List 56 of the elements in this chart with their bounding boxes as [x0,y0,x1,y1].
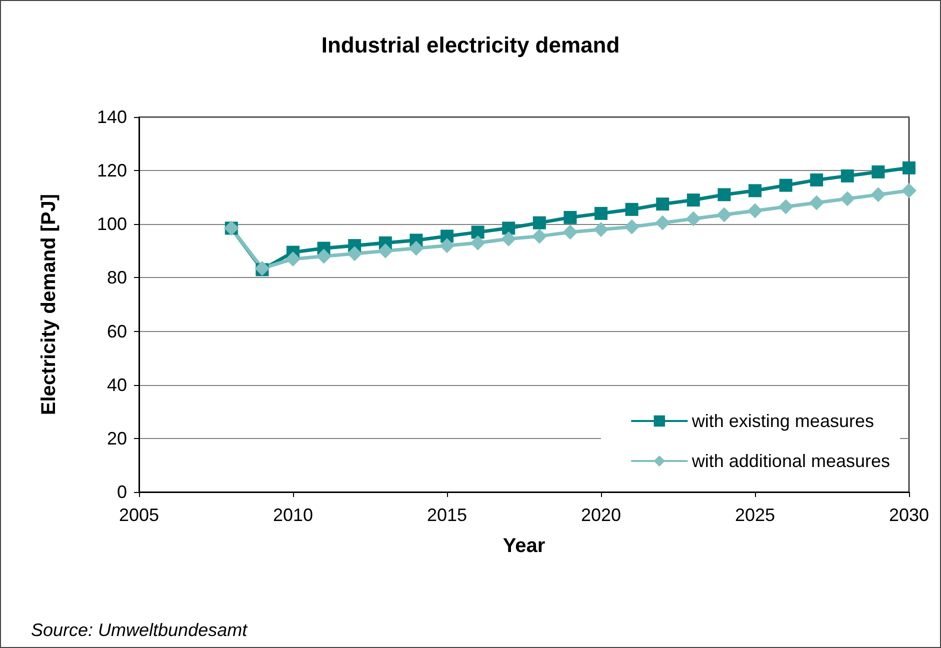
point [532,228,547,244]
point [316,248,332,264]
point [902,183,916,198]
x-tick-label: 2025 [734,505,776,525]
point [471,226,484,239]
point [870,187,886,202]
y-tick-label: 60 [106,321,127,342]
chart-title: Industrial electricity demand [321,32,620,58]
y-tick-label: 40 [106,374,127,395]
point [686,194,700,207]
point [716,207,732,222]
point [408,240,424,256]
point [594,222,608,237]
point [902,161,916,174]
point [840,169,854,182]
point [378,243,393,258]
point [347,246,362,262]
x-tick-label: 2005 [118,505,160,525]
point [809,195,824,210]
point [594,206,608,220]
y-tick-label: 120 [96,160,127,181]
x-tick-label: 2010 [272,505,314,525]
x-tick-label: 2020 [580,505,622,525]
point [872,165,885,178]
x-axis-title: Year [502,535,546,557]
point [470,235,486,250]
point [286,251,300,266]
y-axis-title: Electricity demand [PJ] [38,194,60,416]
y-tick-label: 140 [96,107,127,127]
y-tick-label: 80 [106,268,127,288]
point [625,202,638,216]
point [562,224,578,240]
point [718,188,731,202]
point [564,210,577,224]
point [810,173,824,186]
x-tick-label: 2015 [426,505,468,525]
x-tick-label: 2030 [888,505,930,525]
y-tick-label: 100 [96,214,127,234]
point [748,184,762,198]
point [532,216,546,230]
legend-label: with additional measures [690,451,890,471]
point [748,203,762,218]
point [440,238,454,254]
point [778,199,794,214]
y-tick-label: 20 [106,428,127,448]
source-note: Source: Umweltbundesamt [31,620,248,640]
point [779,178,792,192]
legend-label: with existing measures [690,411,874,431]
point [624,219,640,234]
point [656,198,670,211]
point [502,222,516,235]
point [840,191,855,206]
point [686,211,701,226]
point [655,215,670,230]
y-tick-label: 0 [116,482,127,502]
point [501,231,516,246]
